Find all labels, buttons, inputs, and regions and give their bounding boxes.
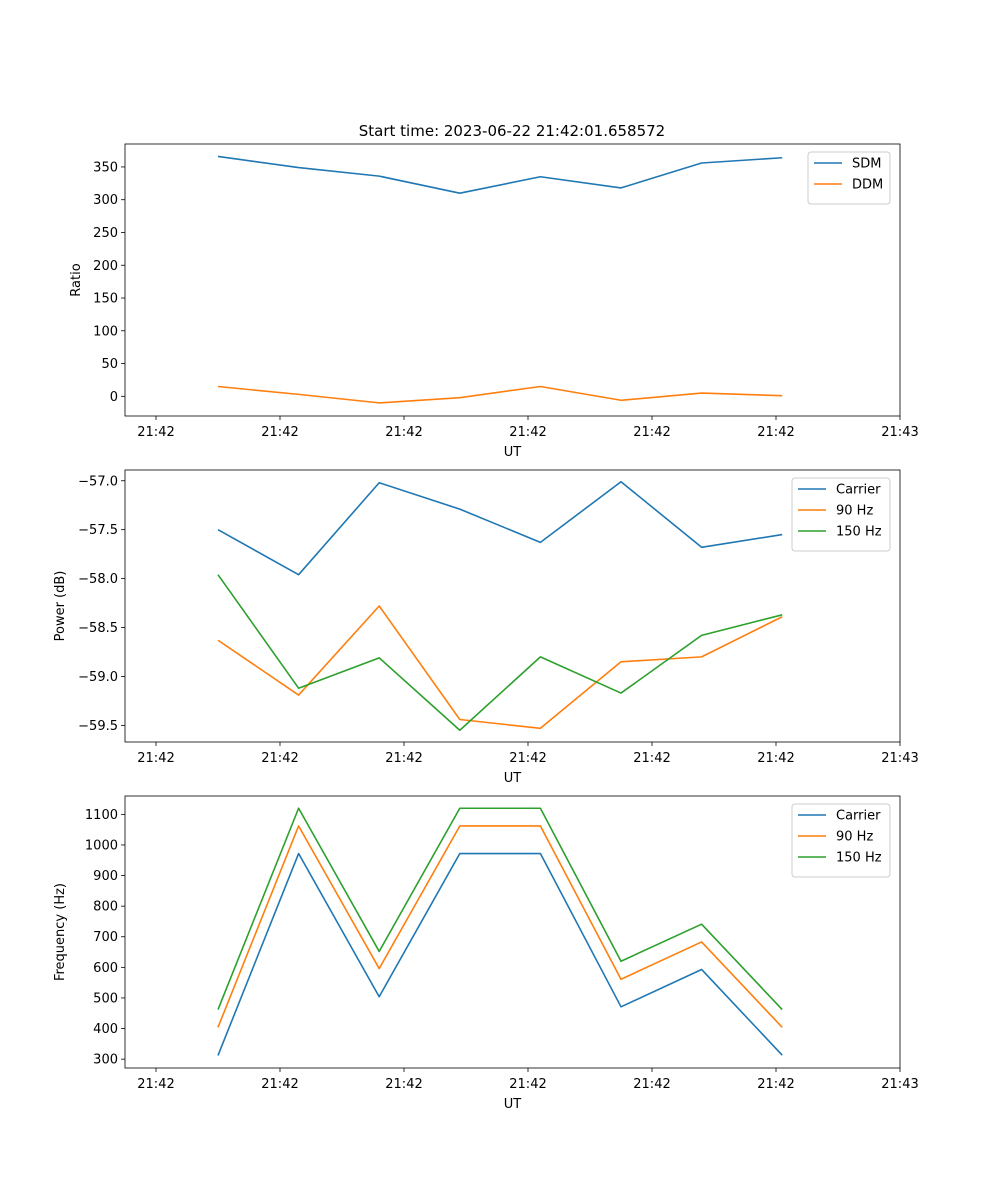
power-x-tick-label: 21:43: [881, 751, 918, 766]
ratio-y-tick-label: 0: [110, 390, 118, 405]
frequency-legend-label-90-hz: 90 Hz: [836, 830, 873, 845]
power-series-150-hz: [217, 574, 783, 732]
frequency-x-tick-label: 21:42: [509, 1077, 546, 1092]
power-legend-label-carrier: Carrier: [836, 483, 881, 498]
ratio-x-tick-label: 21:42: [633, 425, 670, 440]
power-x-tick-label: 21:42: [385, 751, 422, 766]
frequency-y-axis-label: Frequency (Hz): [53, 883, 68, 981]
power-x-tick-label: 21:42: [137, 751, 174, 766]
frequency-x-tick-label: 21:43: [881, 1077, 918, 1092]
frequency-legend-label-150-hz: 150 Hz: [836, 851, 882, 866]
frequency-series-carrier: [217, 852, 783, 1056]
power-chart: 21:42 21:42 21:42 21:42 21:42 21:42 21:43 −57.0…: [53, 469, 919, 786]
ratio-chart: 21:42 21:42 21:42 21:42 21:42 21:42 21:43 0 50 10…: [69, 143, 919, 460]
power-legend-label-150-hz: 150 Hz: [836, 525, 882, 540]
ratio-legend-label-sdm: SDM: [852, 157, 881, 172]
ratio-x-tick-label: 21:42: [261, 425, 298, 440]
frequency-x-tick-label: 21:42: [385, 1077, 422, 1092]
power-y-tick-label: −57.0: [78, 474, 118, 489]
frequency-y-tick-label: 600: [93, 961, 118, 976]
frequency-series-90-hz: [217, 825, 783, 1028]
ratio-y-tick-label: 200: [93, 259, 118, 274]
frequency-y-tick-label: 900: [93, 869, 118, 884]
frequency-legend-label-carrier: Carrier: [836, 809, 881, 824]
ratio-series-sdm: [217, 155, 783, 194]
power-series-carrier: [217, 480, 783, 576]
ratio-x-tick-label: 21:42: [385, 425, 422, 440]
frequency-y-tick-label: 1100: [85, 808, 118, 823]
ratio-y-tick-label: 300: [93, 193, 118, 208]
figure-title: Start time: 2023-06-22 21:42:01.658572: [359, 122, 665, 140]
frequency-y-tick-label: 500: [93, 991, 118, 1006]
frequency-x-tick-label: 21:42: [261, 1077, 298, 1092]
ratio-x-axis-label: UT: [504, 445, 522, 460]
ratio-y-tick-label: 350: [93, 160, 118, 175]
power-x-tick-label: 21:42: [633, 751, 670, 766]
power-y-axis-label: Power (dB): [53, 571, 68, 642]
ratio-y-tick-label: 250: [93, 226, 118, 241]
ratio-legend-label-ddm: DDM: [852, 178, 883, 193]
ratio-legend-box: [807, 151, 891, 205]
frequency-y-tick-label: 1000: [85, 838, 118, 853]
frequency-x-tick-label: 21:42: [137, 1077, 174, 1092]
power-x-tick-label: 21:42: [757, 751, 794, 766]
ratio-x-tick-label: 21:42: [509, 425, 546, 440]
frequency-axes-frame: [124, 795, 901, 1069]
power-legend-label-90-hz: 90 Hz: [836, 504, 873, 519]
power-x-tick-label: 21:42: [509, 751, 546, 766]
power-y-tick-label: −58.5: [78, 621, 118, 636]
power-axes-frame: [124, 469, 901, 743]
frequency-x-axis-label: UT: [504, 1097, 522, 1112]
ratio-axes-frame: [124, 143, 901, 417]
frequency-y-tick-label: 300: [93, 1053, 118, 1068]
frequency-y-tick-label: 700: [93, 930, 118, 945]
frequency-x-tick-label: 21:42: [633, 1077, 670, 1092]
frequency-legend-box: [791, 803, 891, 878]
power-x-tick-label: 21:42: [261, 751, 298, 766]
frequency-y-tick-label: 400: [93, 1022, 118, 1037]
ratio-series-ddm: [217, 385, 783, 404]
frequency-legend: Carrier 90 Hz 150 Hz: [791, 803, 891, 878]
power-legend-box: [791, 477, 891, 552]
ratio-y-axis-label: Ratio: [69, 263, 84, 296]
power-y-tick-label: −59.5: [78, 719, 118, 734]
power-legend: Carrier 90 Hz 150 Hz: [791, 477, 891, 552]
ratio-legend: SDM DDM: [807, 151, 891, 205]
frequency-y-tick-label: 800: [93, 900, 118, 915]
ratio-y-tick-label: 100: [93, 324, 118, 339]
ratio-y-tick-label: 150: [93, 292, 118, 307]
power-series-90-hz: [217, 605, 783, 730]
frequency-chart: 21:42 21:42 21:42 21:42 21:42 21:42 21:43 300 40…: [53, 795, 919, 1112]
ratio-x-tick-label: 21:42: [757, 425, 794, 440]
power-y-tick-label: −57.5: [78, 523, 118, 538]
frequency-x-tick-label: 21:42: [757, 1077, 794, 1092]
power-y-tick-label: −58.0: [78, 572, 118, 587]
ratio-x-tick-label: 21:42: [137, 425, 174, 440]
ratio-y-tick-label: 50: [101, 357, 118, 372]
ratio-x-tick-label: 21:43: [881, 425, 918, 440]
power-x-axis-label: UT: [504, 771, 522, 786]
power-y-tick-label: −59.0: [78, 670, 118, 685]
frequency-series-150-hz: [217, 807, 783, 1011]
